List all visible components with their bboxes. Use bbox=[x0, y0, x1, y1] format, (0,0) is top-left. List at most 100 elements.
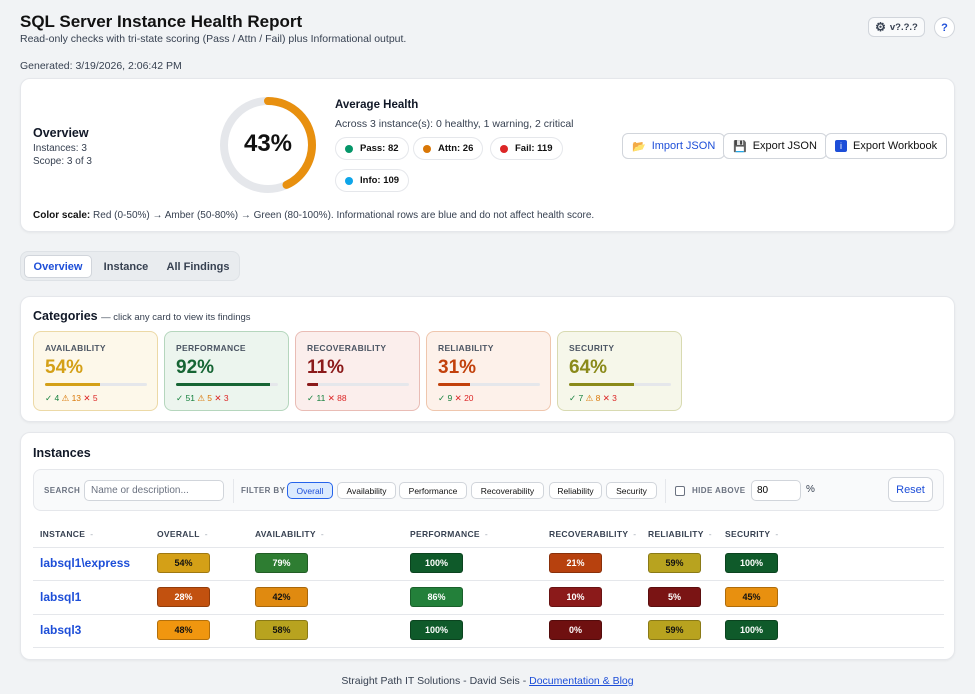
search-input[interactable] bbox=[84, 480, 224, 501]
documentation-link[interactable]: Documentation & Blog bbox=[529, 675, 634, 687]
category-card-availability[interactable]: AVAILABILITY 54% ✓ 4 ⚠ 13 ✕ 5 bbox=[33, 331, 158, 411]
filter-overall[interactable]: Overall bbox=[287, 482, 333, 499]
category-card-reliability[interactable]: RELIABILITY 31% ✓ 9 ✕ 20 bbox=[426, 331, 551, 411]
sort-icon: - bbox=[484, 529, 489, 539]
category-card-security[interactable]: SECURITY 64% ✓ 7 ⚠ 8 ✕ 3 bbox=[557, 331, 682, 411]
category-percent: 92% bbox=[176, 357, 215, 378]
instances-count: Instances: 3 bbox=[33, 143, 87, 154]
column-label: PERFORMANCE bbox=[410, 529, 480, 539]
folder-icon: 📂 bbox=[632, 140, 646, 153]
instances-title: Instances bbox=[33, 446, 91, 460]
export-workbook-button[interactable]: i Export Workbook bbox=[825, 133, 948, 159]
column-header-security[interactable]: SECURITY - bbox=[725, 529, 779, 539]
filter-security[interactable]: Security bbox=[606, 482, 657, 499]
instance-link[interactable]: labsql3 bbox=[40, 623, 82, 637]
column-label: RELIABILITY bbox=[648, 529, 704, 539]
score-badge-overall: 28% bbox=[157, 587, 210, 607]
filter-recoverability[interactable]: Recoverability bbox=[471, 482, 544, 499]
overview-card: Overview Instances: 3 Scope: 3 of 3 43% … bbox=[20, 78, 955, 232]
pass-pill: Pass: 82 bbox=[335, 137, 409, 160]
export-json-button[interactable]: 💾 Export JSON bbox=[723, 133, 827, 159]
score-badge-recoverability: 0% bbox=[549, 620, 602, 640]
score-badge-recoverability: 21% bbox=[549, 553, 602, 573]
column-header-availability[interactable]: AVAILABILITY - bbox=[255, 529, 324, 539]
save-icon: 💾 bbox=[733, 140, 747, 153]
categories-hint: — click any card to view its findings bbox=[101, 312, 251, 323]
color-scale-note: Color scale: Red (0-50%) → Amber (50-80%… bbox=[33, 210, 594, 221]
pass-count: ✓ 9 bbox=[438, 393, 453, 403]
average-health-title: Average Health bbox=[335, 99, 419, 111]
help-button[interactable]: ? bbox=[934, 17, 955, 38]
category-progress-bar bbox=[307, 383, 409, 386]
reset-button[interactable]: Reset bbox=[888, 477, 933, 502]
column-header-recoverability[interactable]: RECOVERABILITY - bbox=[549, 529, 636, 539]
tab-all-findings[interactable]: All Findings bbox=[166, 260, 230, 273]
score-badge-availability: 79% bbox=[255, 553, 308, 573]
pass-count: Pass: 82 bbox=[360, 143, 399, 154]
instance-link[interactable]: labsql1\express bbox=[40, 556, 131, 570]
categories-card: Categories — click any card to view its … bbox=[20, 296, 955, 422]
category-progress-fill bbox=[176, 383, 270, 386]
health-gauge bbox=[220, 97, 316, 193]
export-json-label: Export JSON bbox=[752, 140, 817, 152]
tab-instance[interactable]: Instance bbox=[103, 260, 149, 273]
score-badge-reliability: 5% bbox=[648, 587, 701, 607]
pass-count: ✓ 7 bbox=[569, 393, 584, 403]
column-label: INSTANCE bbox=[40, 529, 86, 539]
view-tabs: Overview Instance All Findings bbox=[20, 251, 240, 281]
workbook-icon: i bbox=[835, 140, 847, 152]
row-divider bbox=[33, 580, 944, 581]
category-percent: 54% bbox=[45, 357, 84, 378]
category-name: RECOVERABILITY bbox=[307, 343, 387, 353]
column-header-performance[interactable]: PERFORMANCE - bbox=[410, 529, 488, 539]
score-badge-security: 100% bbox=[725, 553, 778, 573]
column-header-reliability[interactable]: RELIABILITY - bbox=[648, 529, 712, 539]
categories-title: Categories — click any card to view its … bbox=[33, 309, 251, 323]
sort-icon: - bbox=[775, 529, 779, 539]
category-card-performance[interactable]: PERFORMANCE 92% ✓ 51 ⚠ 5 ✕ 3 bbox=[164, 331, 289, 411]
warn-count: ⚠ 5 bbox=[197, 393, 213, 403]
export-workbook-label: Export Workbook bbox=[853, 140, 938, 152]
fail-count: ✕ 3 bbox=[214, 393, 229, 403]
filter-availability[interactable]: Availability bbox=[337, 482, 396, 499]
warn-count: ⚠ 8 bbox=[585, 393, 601, 403]
category-name: PERFORMANCE bbox=[176, 343, 246, 353]
filter-reliability[interactable]: Reliability bbox=[549, 482, 602, 499]
row-divider bbox=[33, 647, 944, 648]
fail-count: Fail: 119 bbox=[515, 143, 553, 154]
category-card-recoverability[interactable]: RECOVERABILITY 11% ✓ 11 ✕ 88 bbox=[295, 331, 420, 411]
import-json-button[interactable]: 📂 Import JSON bbox=[622, 133, 726, 159]
pass-count: ✓ 11 bbox=[307, 393, 326, 403]
row-divider bbox=[33, 547, 944, 548]
version-button[interactable]: ⚙ v?.?.? bbox=[868, 17, 925, 37]
filter-performance[interactable]: Performance bbox=[399, 482, 467, 499]
category-counts: ✓ 7 ⚠ 8 ✕ 3 bbox=[569, 393, 617, 404]
percent-sign: % bbox=[806, 484, 815, 495]
column-header-instance[interactable]: INSTANCE - bbox=[40, 529, 93, 539]
warn-count: ⚠ 13 bbox=[61, 393, 82, 403]
score-badge-security: 100% bbox=[725, 620, 778, 640]
footer: Straight Path IT Solutions - David Seis … bbox=[0, 675, 975, 687]
average-health-summary: Across 3 instance(s): 0 healthy, 1 warni… bbox=[335, 118, 574, 130]
category-progress-fill bbox=[438, 383, 470, 386]
category-percent: 64% bbox=[569, 357, 608, 378]
column-header-overall[interactable]: OVERALL - bbox=[157, 529, 208, 539]
divider bbox=[233, 479, 234, 503]
tab-overview[interactable]: Overview bbox=[24, 255, 92, 278]
row-divider bbox=[33, 614, 944, 615]
instance-link[interactable]: labsql1 bbox=[40, 590, 82, 604]
scope-text: Scope: 3 of 3 bbox=[33, 156, 92, 167]
hide-above-input[interactable] bbox=[751, 480, 801, 501]
category-name: AVAILABILITY bbox=[45, 343, 106, 353]
hide-above-checkbox[interactable] bbox=[675, 486, 685, 496]
score-badge-performance: 100% bbox=[410, 620, 463, 640]
sort-icon: - bbox=[204, 529, 208, 539]
generated-timestamp: Generated: 3/19/2026, 2:06:42 PM bbox=[20, 60, 182, 72]
column-label: AVAILABILITY bbox=[255, 529, 316, 539]
sort-icon: - bbox=[633, 529, 637, 539]
hide-above-label: HIDE ABOVE bbox=[692, 486, 746, 495]
score-badge-performance: 100% bbox=[410, 553, 463, 573]
category-percent: 11% bbox=[307, 357, 344, 378]
fail-dot-icon bbox=[500, 144, 508, 153]
version-label: v?.?.? bbox=[889, 21, 918, 33]
